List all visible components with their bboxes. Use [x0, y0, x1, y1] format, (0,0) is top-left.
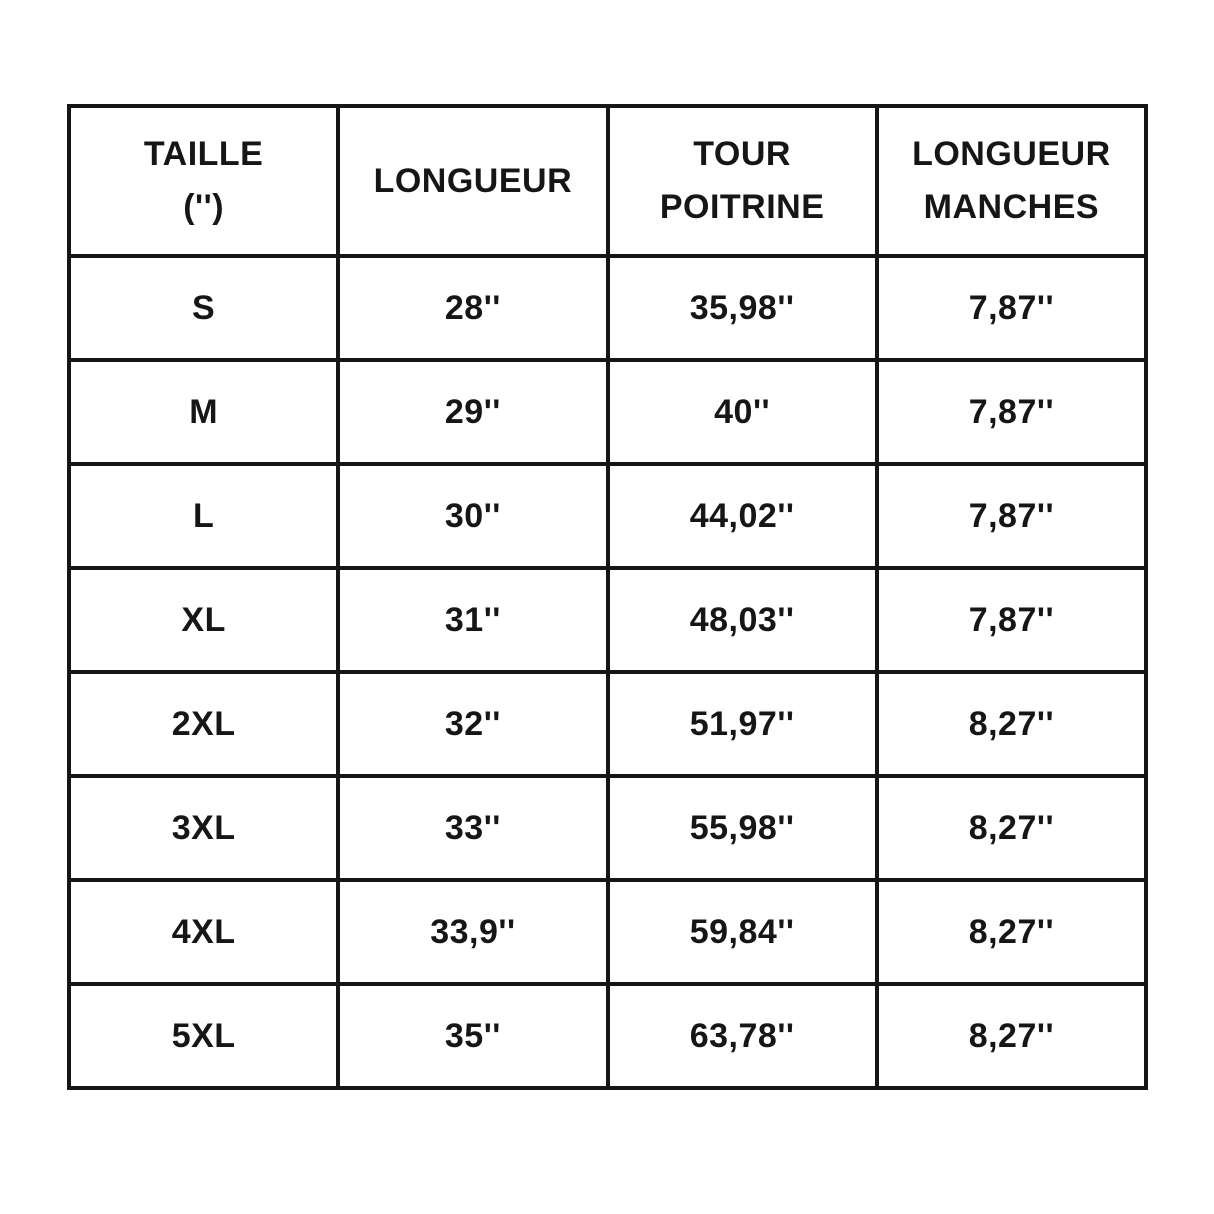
cell-longueur-manches: 8,27'': [874, 878, 1149, 986]
table-row-2xl: 2XL 32'' 51,97'' 8,27'': [66, 670, 1149, 778]
cell-longueur: 33,9'': [336, 878, 610, 986]
table-row-3xl: 3XL 33'' 55,98'' 8,27'': [66, 774, 1149, 882]
cell-tour-poitrine: 51,97'': [605, 670, 879, 778]
cell-size: 5XL: [66, 982, 341, 1090]
cell-tour-poitrine: 35,98'': [605, 254, 879, 362]
cell-size: 3XL: [66, 774, 341, 882]
table-row-s: S 28'' 35,98'' 7,87'': [66, 254, 1149, 362]
table-row-l: L 30'' 44,02'' 7,87'': [66, 462, 1149, 570]
header-row: TAILLE ('') LONGUEUR TOUR POITRINE LONGU…: [66, 104, 1149, 258]
cell-longueur-manches: 8,27'': [874, 774, 1149, 882]
cell-size: M: [66, 358, 341, 466]
cell-longueur-manches: 7,87'': [874, 254, 1149, 362]
header-tour-poitrine: TOUR POITRINE: [605, 104, 879, 258]
header-longueur-manches: LONGUEUR MANCHES: [874, 104, 1149, 258]
cell-longueur: 31'': [336, 566, 610, 674]
table-row-4xl: 4XL 33,9'' 59,84'' 8,27'': [66, 878, 1149, 986]
header-tour-poitrine-line1: TOUR: [693, 135, 791, 174]
cell-longueur: 30'': [336, 462, 610, 570]
header-taille-line2: (''): [183, 188, 225, 226]
table-row-5xl: 5XL 35'' 63,78'' 8,27'': [66, 982, 1149, 1090]
cell-longueur: 29'': [336, 358, 610, 466]
header-tour-poitrine-line2: POITRINE: [659, 188, 825, 226]
header-longueur: LONGUEUR: [336, 104, 610, 258]
cell-size: 4XL: [66, 878, 341, 986]
cell-size: L: [66, 462, 341, 570]
cell-longueur: 35'': [336, 982, 610, 1090]
header-longueur-manches-line2: MANCHES: [923, 188, 1100, 226]
cell-tour-poitrine: 48,03'': [605, 566, 879, 674]
cell-tour-poitrine: 55,98'': [605, 774, 879, 882]
cell-longueur-manches: 7,87'': [874, 462, 1149, 570]
header-taille-line1: TAILLE: [143, 135, 264, 174]
cell-longueur-manches: 8,27'': [874, 982, 1149, 1090]
header-taille: TAILLE (''): [66, 104, 341, 258]
header-longueur-manches-line1: LONGUEUR: [912, 135, 1111, 174]
cell-tour-poitrine: 63,78'': [605, 982, 879, 1090]
cell-longueur: 32'': [336, 670, 610, 778]
cell-longueur-manches: 7,87'': [874, 358, 1149, 466]
cell-longueur: 28'': [336, 254, 610, 362]
table-row-m: M 29'' 40'' 7,87'': [66, 358, 1149, 466]
cell-size: S: [66, 254, 341, 362]
cell-longueur: 33'': [336, 774, 610, 882]
cell-tour-poitrine: 40'': [605, 358, 879, 466]
table-row-xl: XL 31'' 48,03'' 7,87'': [66, 566, 1149, 674]
cell-size: XL: [66, 566, 341, 674]
header-longueur-line1: LONGUEUR: [373, 161, 573, 200]
cell-longueur-manches: 8,27'': [874, 670, 1149, 778]
cell-tour-poitrine: 44,02'': [605, 462, 879, 570]
cell-size: 2XL: [66, 670, 341, 778]
cell-tour-poitrine: 59,84'': [605, 878, 879, 986]
cell-longueur-manches: 7,87'': [874, 566, 1149, 674]
size-chart-table: TAILLE ('') LONGUEUR TOUR POITRINE LONGU…: [66, 104, 1149, 1090]
